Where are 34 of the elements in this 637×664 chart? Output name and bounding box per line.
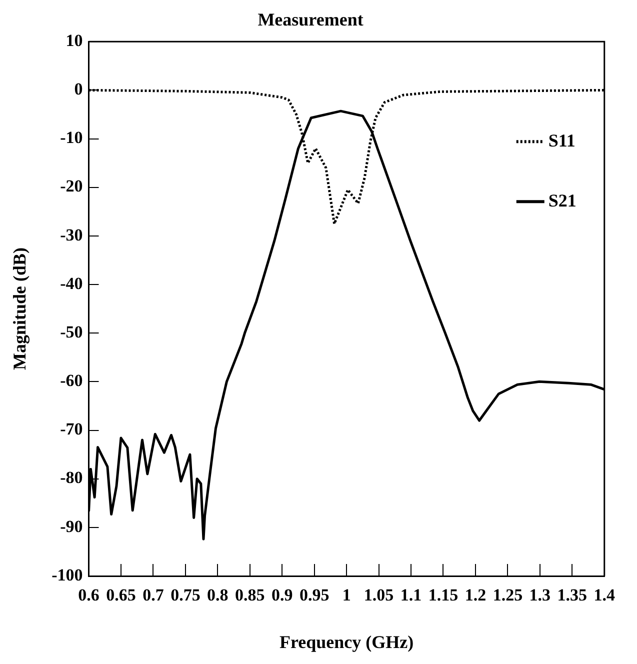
y-axis-title: Magnitude (dB) — [9, 248, 30, 370]
legend-label: S21 — [548, 190, 576, 210]
x-tick-label: 0.8 — [207, 586, 228, 605]
y-tick-label: 0 — [74, 80, 83, 99]
x-tick-label: 1.05 — [364, 586, 394, 605]
y-tick-label: -60 — [60, 371, 83, 390]
x-tick-label: 0.75 — [170, 586, 200, 605]
y-tick-label: -50 — [60, 322, 83, 342]
x-tick-label: 0.65 — [106, 586, 136, 605]
x-tick-label: 0.9 — [271, 586, 293, 605]
x-tick-label: 1.1 — [400, 586, 422, 605]
y-tick-label: -90 — [60, 516, 83, 536]
x-tick-label: 0.85 — [235, 586, 265, 605]
y-tick-label: -80 — [60, 468, 83, 488]
x-axis-title: Frequency (GHz) — [280, 632, 414, 652]
x-tick-label: 0.6 — [78, 586, 100, 605]
x-tick-label: 1.3 — [529, 586, 551, 605]
y-tick-label: -70 — [60, 420, 83, 439]
x-tick-label: 0.95 — [299, 586, 330, 605]
y-tick-label: -30 — [60, 225, 83, 244]
legend-label: S11 — [548, 130, 576, 150]
x-tick-label: 0.7 — [142, 586, 164, 605]
x-tick-label: 1 — [342, 586, 351, 605]
x-tick-label: 1.15 — [428, 586, 458, 605]
x-tick-label: 1.25 — [492, 586, 523, 605]
y-tick-label: -40 — [60, 274, 83, 293]
y-tick-label: -20 — [60, 176, 83, 196]
chart-title: Measurement — [258, 9, 364, 30]
y-tick-label: 10 — [66, 30, 83, 50]
x-tick-label: 1.4 — [594, 586, 616, 605]
x-tick-label: 1.35 — [557, 586, 588, 605]
y-tick-label: -10 — [60, 128, 83, 148]
y-tick-label: -100 — [52, 565, 83, 584]
x-tick-label: 1.2 — [464, 586, 486, 605]
